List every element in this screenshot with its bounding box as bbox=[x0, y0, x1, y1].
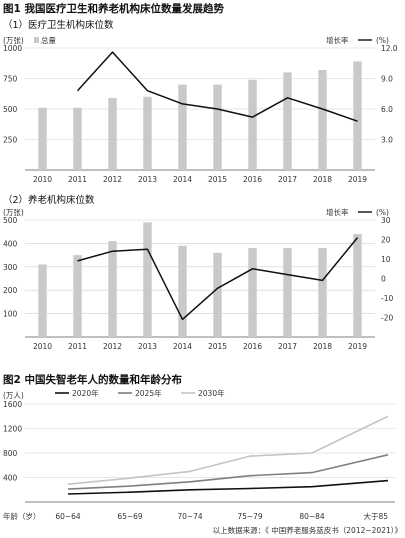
chart1-legend-line-label: 增长率 bbox=[326, 35, 349, 45]
c3-series-line-2025年 bbox=[67, 454, 389, 490]
chart3-x-label: 年龄（岁） bbox=[3, 511, 41, 521]
c1-ytick-left: 250 bbox=[3, 136, 18, 145]
c2-ytick-right: -10 bbox=[381, 294, 393, 303]
c2-ytick-right: 20 bbox=[381, 236, 391, 245]
c2-xtick: 2011 bbox=[68, 342, 87, 351]
c1-xtick: 2014 bbox=[173, 175, 192, 184]
c2-bar bbox=[318, 248, 327, 337]
c2-xtick: 2018 bbox=[313, 342, 332, 351]
c1-bar bbox=[38, 107, 47, 170]
c1-ytick-left: 1000 bbox=[3, 44, 22, 53]
c1-bar bbox=[283, 72, 292, 170]
c2-ytick-left: 500 bbox=[3, 216, 18, 225]
c1-bar bbox=[143, 96, 152, 170]
c2-ytick-left: 200 bbox=[3, 286, 18, 295]
c2-ytick-right: 0 bbox=[381, 275, 386, 284]
c2-ytick-right: -20 bbox=[381, 314, 393, 323]
c1-bar bbox=[353, 61, 362, 170]
c2-xtick: 2012 bbox=[103, 342, 122, 351]
c2-ytick-left: 100 bbox=[3, 310, 18, 319]
chart1-left-unit: (万张) bbox=[3, 36, 24, 45]
figure-title: 图1 我国医疗卫生和养老机构床位数量发展趋势 bbox=[3, 2, 224, 15]
chart1-subtitle: （1）医疗卫生机构床位数 bbox=[3, 19, 114, 31]
c1-ytick-left: 500 bbox=[3, 105, 18, 114]
c2-growth-line bbox=[77, 237, 359, 321]
chart3-title: 图2 中国失智老年人的数量和年龄分布 bbox=[3, 373, 182, 386]
c3-xtick: 大于85 bbox=[363, 511, 388, 521]
c2-ytick-left: 400 bbox=[3, 239, 18, 248]
c2-xtick: 2017 bbox=[278, 342, 297, 351]
c1-bar bbox=[178, 84, 187, 170]
c3-xtick: 60~64 bbox=[55, 512, 81, 521]
c2-bar bbox=[283, 248, 292, 337]
chart2-subtitle: （2）养老机构床位数 bbox=[3, 194, 95, 206]
c1-ytick-right: 9.0 bbox=[381, 75, 393, 84]
c2-ytick-left: 300 bbox=[3, 263, 18, 272]
c1-bar bbox=[108, 98, 117, 170]
c1-xtick: 2012 bbox=[103, 175, 122, 184]
c1-ytick-right: 6.0 bbox=[381, 105, 393, 114]
c3-series-line-2030年 bbox=[67, 415, 389, 485]
c2-xtick: 2010 bbox=[33, 342, 52, 351]
chart1-right-unit: (%) bbox=[376, 36, 389, 45]
c1-xtick: 2017 bbox=[278, 175, 297, 184]
c2-ytick-right: 30 bbox=[381, 216, 391, 225]
c1-xtick: 2016 bbox=[243, 175, 262, 184]
c1-bar bbox=[248, 79, 257, 170]
chart2-legend-line-label: 增长率 bbox=[326, 207, 349, 217]
chart3-y-unit: (万人) bbox=[3, 391, 24, 400]
c3-ytick: 400 bbox=[3, 474, 18, 483]
c2-bar bbox=[108, 241, 117, 337]
c3-legend-label: 2025年 bbox=[135, 388, 162, 398]
c3-xtick: 70~74 bbox=[177, 512, 203, 521]
c2-xtick: 2014 bbox=[173, 342, 192, 351]
chart-medical-beds: （1）医疗卫生机构床位数 (万张) 总量 增长率 (%) 250 500 750 10… bbox=[3, 19, 398, 184]
chart1-legend-bar-swatch bbox=[34, 37, 39, 43]
c2-bar bbox=[353, 234, 362, 337]
chart-dementia-elderly: 图2 中国失智老年人的数量和年龄分布 (万人) 2020年 2025年 2030年 … bbox=[3, 373, 402, 535]
c2-ytick-right: 10 bbox=[381, 255, 391, 264]
c3-ytick: 800 bbox=[3, 449, 18, 458]
c2-bar bbox=[73, 255, 82, 337]
c1-ytick-right: 3.0 bbox=[381, 136, 393, 145]
chart-elderly-care-beds: （2）养老机构床位数 (万张) 增长率 (%) 100200300400500 … bbox=[3, 194, 393, 351]
chart2-left-unit: (万张) bbox=[3, 208, 24, 217]
c1-growth-line bbox=[76, 51, 358, 122]
c3-xtick: 75~79 bbox=[237, 512, 263, 521]
c1-bar bbox=[213, 84, 222, 170]
c2-bar bbox=[213, 252, 222, 337]
c1-bar bbox=[73, 107, 82, 170]
c2-bar bbox=[38, 264, 47, 337]
c3-series-line-2020年 bbox=[67, 479, 389, 495]
c2-bar bbox=[143, 222, 152, 337]
c3-xtick: 80~84 bbox=[299, 512, 325, 521]
c1-xtick: 2019 bbox=[348, 175, 367, 184]
c3-legend-label: 2020年 bbox=[72, 388, 99, 398]
c2-xtick: 2015 bbox=[208, 342, 227, 351]
c1-xtick: 2013 bbox=[138, 175, 157, 184]
c2-bar bbox=[178, 245, 187, 337]
c2-xtick: 2019 bbox=[348, 342, 367, 351]
c1-xtick: 2011 bbox=[68, 175, 87, 184]
c1-ytick-left: 750 bbox=[3, 75, 18, 84]
c2-xtick: 2016 bbox=[243, 342, 262, 351]
c1-ytick-right: 12.0 bbox=[381, 44, 398, 53]
c1-xtick: 2010 bbox=[33, 175, 52, 184]
chart1-legend-bar-label: 总量 bbox=[41, 35, 56, 45]
c3-xtick: 65~69 bbox=[117, 512, 143, 521]
c1-xtick: 2015 bbox=[208, 175, 227, 184]
c1-xtick: 2018 bbox=[313, 175, 332, 184]
c2-xtick: 2013 bbox=[138, 342, 157, 351]
c3-ytick: 1600 bbox=[3, 400, 22, 409]
c3-legend-label: 2030年 bbox=[198, 388, 225, 398]
chart2-right-unit: (%) bbox=[376, 208, 389, 217]
c2-bar bbox=[248, 248, 257, 337]
c1-bar bbox=[318, 69, 327, 170]
c3-ytick: 1200 bbox=[3, 425, 22, 434]
figure-source: 以上数据来源：《 中国养老服务蓝皮书（2012~2021）》 bbox=[213, 525, 402, 535]
